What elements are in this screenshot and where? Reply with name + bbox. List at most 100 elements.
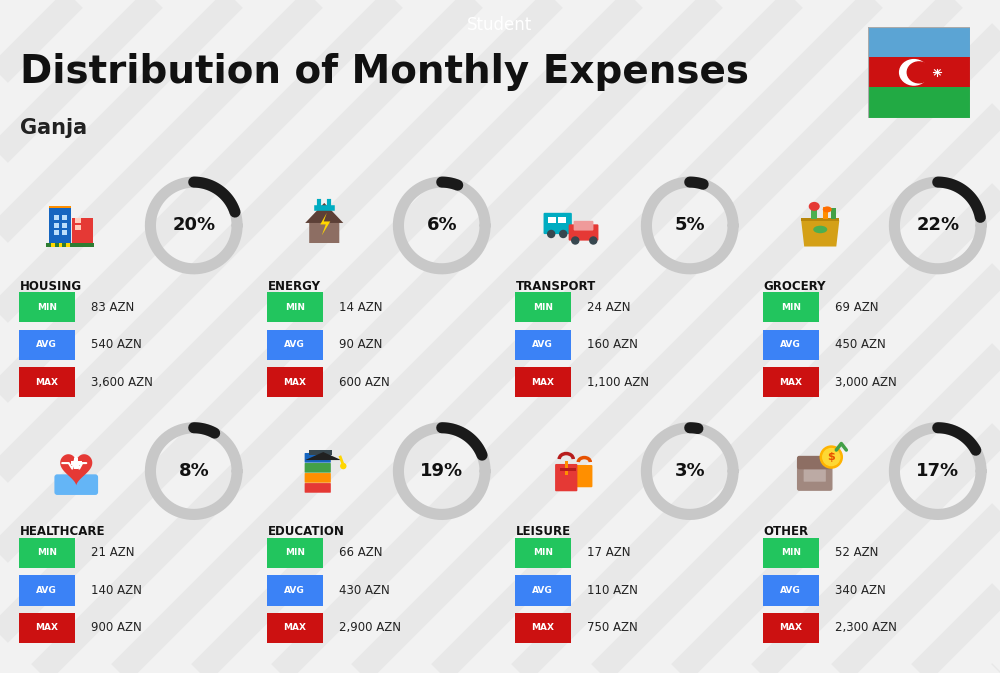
FancyBboxPatch shape	[804, 470, 826, 482]
Text: AVG: AVG	[532, 586, 553, 595]
FancyBboxPatch shape	[305, 463, 331, 472]
Circle shape	[820, 446, 842, 468]
Text: 69 AZN: 69 AZN	[835, 301, 878, 314]
Circle shape	[572, 237, 579, 244]
Bar	[51, 243, 55, 246]
Text: 8%: 8%	[178, 462, 209, 480]
Text: GROCERY: GROCERY	[764, 279, 826, 293]
FancyBboxPatch shape	[54, 474, 98, 495]
FancyBboxPatch shape	[797, 459, 833, 491]
Text: AVG: AVG	[532, 341, 553, 349]
Text: Ganja: Ganja	[20, 118, 87, 137]
Text: LEISURE: LEISURE	[516, 525, 571, 538]
FancyBboxPatch shape	[305, 473, 331, 483]
FancyBboxPatch shape	[267, 367, 323, 398]
Text: 6%: 6%	[426, 217, 457, 234]
FancyBboxPatch shape	[267, 575, 323, 606]
FancyBboxPatch shape	[515, 330, 571, 360]
Text: 19%: 19%	[420, 462, 463, 480]
Text: MIN: MIN	[533, 548, 553, 557]
Text: MIN: MIN	[37, 303, 57, 312]
FancyBboxPatch shape	[515, 367, 571, 398]
Text: 66 AZN: 66 AZN	[339, 546, 382, 559]
Bar	[801, 218, 839, 221]
Text: MAX: MAX	[531, 378, 554, 387]
Text: 900 AZN: 900 AZN	[91, 621, 142, 635]
Text: 2,900 AZN: 2,900 AZN	[339, 621, 401, 635]
Circle shape	[341, 464, 346, 468]
Text: 3,000 AZN: 3,000 AZN	[835, 376, 897, 389]
FancyBboxPatch shape	[19, 575, 75, 606]
Text: 5%: 5%	[674, 217, 705, 234]
Text: MIN: MIN	[781, 303, 801, 312]
FancyBboxPatch shape	[569, 224, 598, 241]
Text: 20%: 20%	[172, 217, 215, 234]
FancyBboxPatch shape	[19, 367, 75, 398]
Text: 430 AZN: 430 AZN	[339, 584, 390, 597]
Bar	[823, 207, 828, 219]
Circle shape	[823, 448, 840, 466]
Bar	[49, 207, 71, 244]
Text: 17 AZN: 17 AZN	[587, 546, 630, 559]
Text: 600 AZN: 600 AZN	[339, 376, 390, 389]
FancyBboxPatch shape	[555, 464, 577, 491]
Bar	[75, 218, 81, 223]
Bar	[54, 230, 59, 236]
FancyBboxPatch shape	[267, 613, 323, 643]
Bar	[309, 450, 332, 455]
FancyBboxPatch shape	[515, 613, 571, 643]
Bar	[59, 243, 62, 246]
FancyBboxPatch shape	[868, 87, 970, 118]
FancyBboxPatch shape	[763, 330, 819, 360]
Polygon shape	[305, 203, 343, 223]
Text: MIN: MIN	[781, 548, 801, 557]
FancyBboxPatch shape	[868, 27, 970, 57]
Bar	[831, 209, 836, 219]
FancyBboxPatch shape	[515, 575, 571, 606]
Text: 110 AZN: 110 AZN	[587, 584, 638, 597]
Text: MAX: MAX	[531, 623, 554, 633]
Bar	[62, 223, 67, 228]
Polygon shape	[305, 452, 341, 460]
Polygon shape	[60, 454, 92, 485]
Text: 90 AZN: 90 AZN	[339, 339, 382, 351]
Text: MIN: MIN	[285, 303, 305, 312]
Text: $: $	[827, 452, 835, 462]
FancyBboxPatch shape	[305, 483, 331, 493]
Text: EDUCATION: EDUCATION	[268, 525, 345, 538]
Text: AVG: AVG	[284, 341, 305, 349]
Text: MAX: MAX	[283, 378, 306, 387]
Polygon shape	[320, 213, 330, 236]
Text: MAX: MAX	[779, 378, 802, 387]
Polygon shape	[801, 221, 839, 246]
Text: MAX: MAX	[35, 623, 58, 633]
Circle shape	[590, 237, 597, 244]
FancyBboxPatch shape	[515, 292, 571, 322]
Text: 140 AZN: 140 AZN	[91, 584, 142, 597]
Ellipse shape	[813, 225, 827, 234]
Text: AVG: AVG	[284, 586, 305, 595]
Text: HOUSING: HOUSING	[20, 279, 82, 293]
Bar	[560, 468, 576, 471]
FancyBboxPatch shape	[868, 57, 970, 87]
Text: ENERGY: ENERGY	[268, 279, 321, 293]
FancyBboxPatch shape	[763, 367, 819, 398]
Text: 22%: 22%	[916, 217, 959, 234]
Circle shape	[907, 62, 931, 83]
Text: 340 AZN: 340 AZN	[835, 584, 886, 597]
Text: TRANSPORT: TRANSPORT	[516, 279, 596, 293]
FancyBboxPatch shape	[763, 292, 819, 322]
FancyBboxPatch shape	[544, 213, 572, 234]
Bar	[66, 243, 70, 246]
Ellipse shape	[823, 207, 832, 213]
Ellipse shape	[809, 202, 820, 211]
Text: AVG: AVG	[36, 341, 57, 349]
Text: 750 AZN: 750 AZN	[587, 621, 638, 635]
FancyBboxPatch shape	[763, 575, 819, 606]
Bar	[62, 230, 67, 236]
FancyBboxPatch shape	[19, 292, 75, 322]
Text: 160 AZN: 160 AZN	[587, 339, 638, 351]
Text: HEALTHCARE: HEALTHCARE	[20, 525, 105, 538]
Text: 2,300 AZN: 2,300 AZN	[835, 621, 897, 635]
Polygon shape	[309, 208, 339, 243]
